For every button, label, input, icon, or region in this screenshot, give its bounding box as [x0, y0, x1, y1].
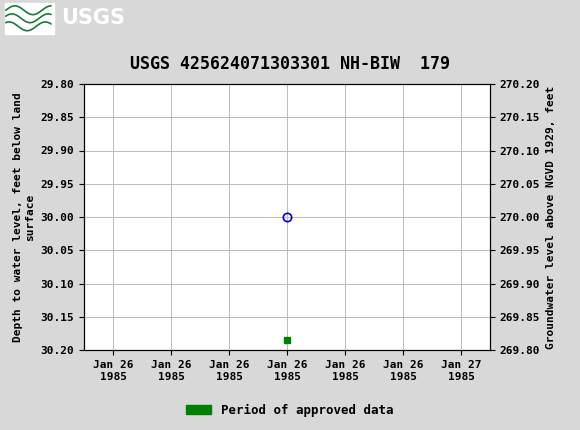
- Y-axis label: Groundwater level above NGVD 1929, feet: Groundwater level above NGVD 1929, feet: [546, 86, 556, 349]
- Text: USGS: USGS: [61, 8, 125, 28]
- Bar: [5, 3, 54, 34]
- Legend: Period of approved data: Period of approved data: [181, 399, 399, 421]
- Y-axis label: Depth to water level, feet below land
surface: Depth to water level, feet below land su…: [13, 92, 35, 342]
- Text: USGS 425624071303301 NH-BIW  179: USGS 425624071303301 NH-BIW 179: [130, 55, 450, 73]
